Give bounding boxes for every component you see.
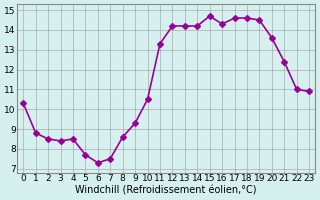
X-axis label: Windchill (Refroidissement éolien,°C): Windchill (Refroidissement éolien,°C) [76,186,257,196]
